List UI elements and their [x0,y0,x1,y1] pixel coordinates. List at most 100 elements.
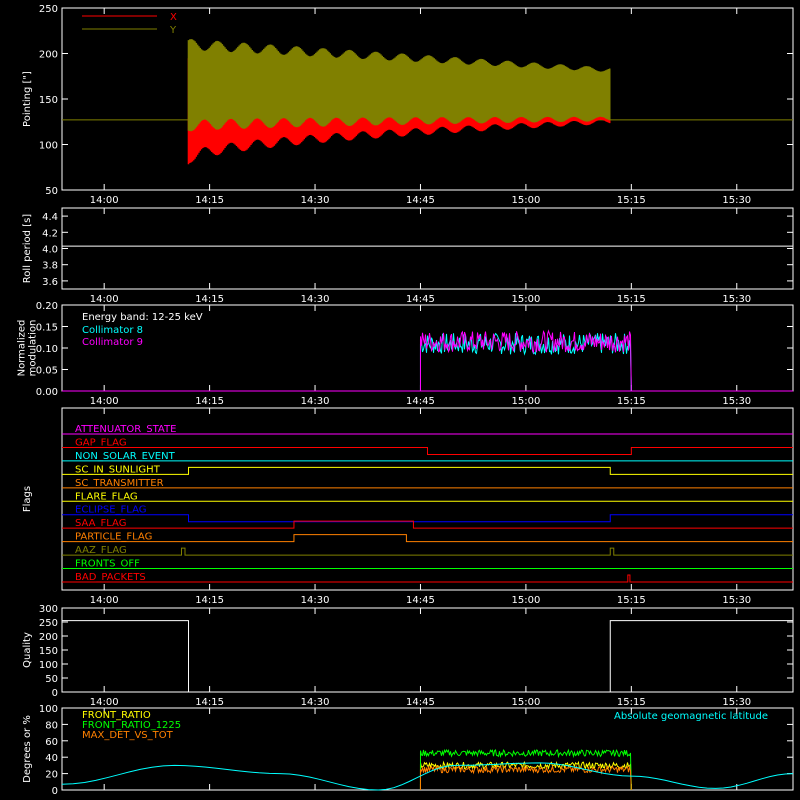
ratios-ytick-label: 20 [45,770,58,781]
flag-label-GAP_FLAG: GAP_FLAG [75,437,127,448]
flag-line-BAD_PACKETS [62,574,793,583]
pointing-ytick-label: 200 [39,50,58,61]
quality-xtick-label: 14:45 [406,697,435,708]
ratios-frame [61,707,794,791]
modulation-xtick-label: 14:45 [406,396,435,407]
panel-pointing: 14:00 14:15 14:30 14:45 15:00 15:15 15:30 50 100… [22,4,794,206]
flags-xtick-label: 14:00 [90,595,119,606]
flag-line-SC_IN_SUNLIGHT [62,466,793,475]
ratios-series-MAX_DET_VS_TOT [419,764,632,791]
ratios-ytick-label: 40 [45,753,58,764]
panel-modulation: 14:00 14:15 14:30 14:45 15:00 15:15 15:30 0.00 0… [17,301,794,407]
modulation-legend-1: Collimator 9 [82,337,143,348]
quality-xtick-label: 14:30 [301,697,330,708]
roll-ytick-label: 4.0 [42,245,58,256]
flags-xtick-label: 15:15 [617,595,646,606]
quality-ytick-label: 50 [45,674,58,685]
pointing-xtick-label: 14:30 [301,195,330,206]
quality-xtick-label: 14:15 [195,697,224,708]
flag-line-GAP_FLAG [62,446,793,455]
ratios-ytick-label: 0 [52,786,58,797]
flag-label-SAA_FLAG: SAA_FLAG [75,518,126,529]
quality-xtick-label: 15:30 [722,697,751,708]
panel-ratios: 0 20 40 60 80 100 Degrees or % FRONT_RATIOFRONT… [22,704,794,797]
roll-xtick-label: 15:15 [617,294,646,305]
pointing-xtick-label: 14:45 [406,195,435,206]
flag-label-BAD_PACKETS: BAD_PACKETS [75,572,146,583]
flag-label-NON_SOLAR_EVENT: NON_SOLAR_EVENT [75,451,176,462]
pointing-ytick-label: 250 [39,4,58,15]
ratios-legend-2: MAX_DET_VS_TOT [82,730,174,741]
ratios-ylabel: Degrees or % [22,715,33,783]
pointing-series-Y [187,39,611,132]
quality-ytick-label: 150 [39,646,58,657]
quality-xtick-label: 15:00 [511,697,540,708]
flag-line-SAA_FLAG [62,520,793,529]
quality-ylabel: Quality [22,632,33,668]
ratios-legend-0: FRONT_RATIO [82,710,151,721]
panel-roll: 14:00 14:15 14:30 14:45 15:00 15:15 15:30 3.6 3.… [22,207,794,305]
modulation-xtick-label: 14:00 [90,396,119,407]
quality-ytick-label: 0 [52,688,58,699]
modulation-xtick-label: 14:30 [301,396,330,407]
pointing-ytick-label: 150 [39,95,58,106]
ratios-ytick-label: 60 [45,737,58,748]
pointing-xtick-label: 15:30 [722,195,751,206]
panels: 14:00 14:15 14:30 14:45 15:00 15:15 15:30 50 100… [17,4,794,797]
roll-ylabel: Roll period [s] [22,214,33,283]
pointing-ytick-label: 100 [39,141,58,152]
pointing-xtick-label: 14:15 [195,195,224,206]
pointing-xtick-label: 14:00 [90,195,119,206]
flag-label-ATTENUATOR_STATE: ATTENUATOR_STATE [75,424,176,435]
roll-xtick-label: 14:45 [406,294,435,305]
roll-xtick-label: 14:15 [195,294,224,305]
pointing-legend-X: X [170,12,177,23]
quality-ytick-label: 300 [39,604,58,615]
modulation-ytick-label: 0.10 [36,344,58,355]
flag-label-FRONTS_OFF: FRONTS_OFF [75,559,140,570]
quality-ytick-label: 200 [39,632,58,643]
modulation-ytick-label: 0.05 [36,366,58,377]
roll-ytick-label: 4.2 [42,228,58,239]
ratios-series-geomag [61,762,794,791]
quality-series [62,620,793,693]
ratios-legend-1: FRONT_RATIO_1225 [82,720,181,731]
quality-ytick-label: 100 [39,660,58,671]
flag-label-PARTICLE_FLAG: PARTICLE_FLAG [75,532,152,543]
panel-flags: 14:00 14:15 14:30 14:45 15:00 15:15 15:30 Flags… [22,407,794,606]
pointing-ytick-label: 50 [45,186,58,197]
modulation-annotation: Energy band: 12-25 keV [82,312,203,323]
flags-xtick-label: 14:45 [406,595,435,606]
roll-ytick-label: 3.6 [42,277,58,288]
modulation-ylabel: modulation [28,320,39,377]
modulation-xtick-label: 15:30 [722,396,751,407]
modulation-series-Collimator 9 [419,329,632,392]
roll-xtick-label: 15:00 [511,294,540,305]
flag-label-ECLIPSE_FLAG: ECLIPSE_FLAG [75,505,146,516]
pointing-ylabel: Pointing ["] [22,71,33,127]
flags-xtick-label: 15:00 [511,595,540,606]
ratios-series-FRONT_RATIO_1225 [419,748,632,791]
roll-xtick-label: 15:30 [722,294,751,305]
flag-line-ECLIPSE_FLAG [62,514,793,523]
modulation-ytick-label: 0.00 [36,387,58,398]
pointing-xtick-label: 15:00 [511,195,540,206]
flag-label-SC_TRANSMITTER: SC_TRANSMITTER [75,478,164,489]
flags-xtick-label: 14:15 [195,595,224,606]
flags-frame [61,407,794,591]
flag-line-AAZ_FLAG [62,547,793,556]
roll-ytick-label: 3.8 [42,261,58,272]
modulation-xtick-label: 15:15 [617,396,646,407]
roll-xtick-label: 14:00 [90,294,119,305]
flag-label-AAZ_FLAG: AAZ_FLAG [75,545,127,556]
flags-ylabel: Flags [22,486,33,512]
quality-xtick-label: 14:00 [90,697,119,708]
flag-label-FLARE_FLAG: FLARE_FLAG [75,491,138,502]
modulation-ylabel: Normalized [17,320,28,377]
modulation-legend-0: Collimator 8 [82,325,143,336]
ratios-ytick-label: 100 [39,704,58,715]
roll-xtick-label: 14:30 [301,294,330,305]
quality-xtick-label: 15:15 [617,697,646,708]
quality-ytick-label: 250 [39,618,58,629]
